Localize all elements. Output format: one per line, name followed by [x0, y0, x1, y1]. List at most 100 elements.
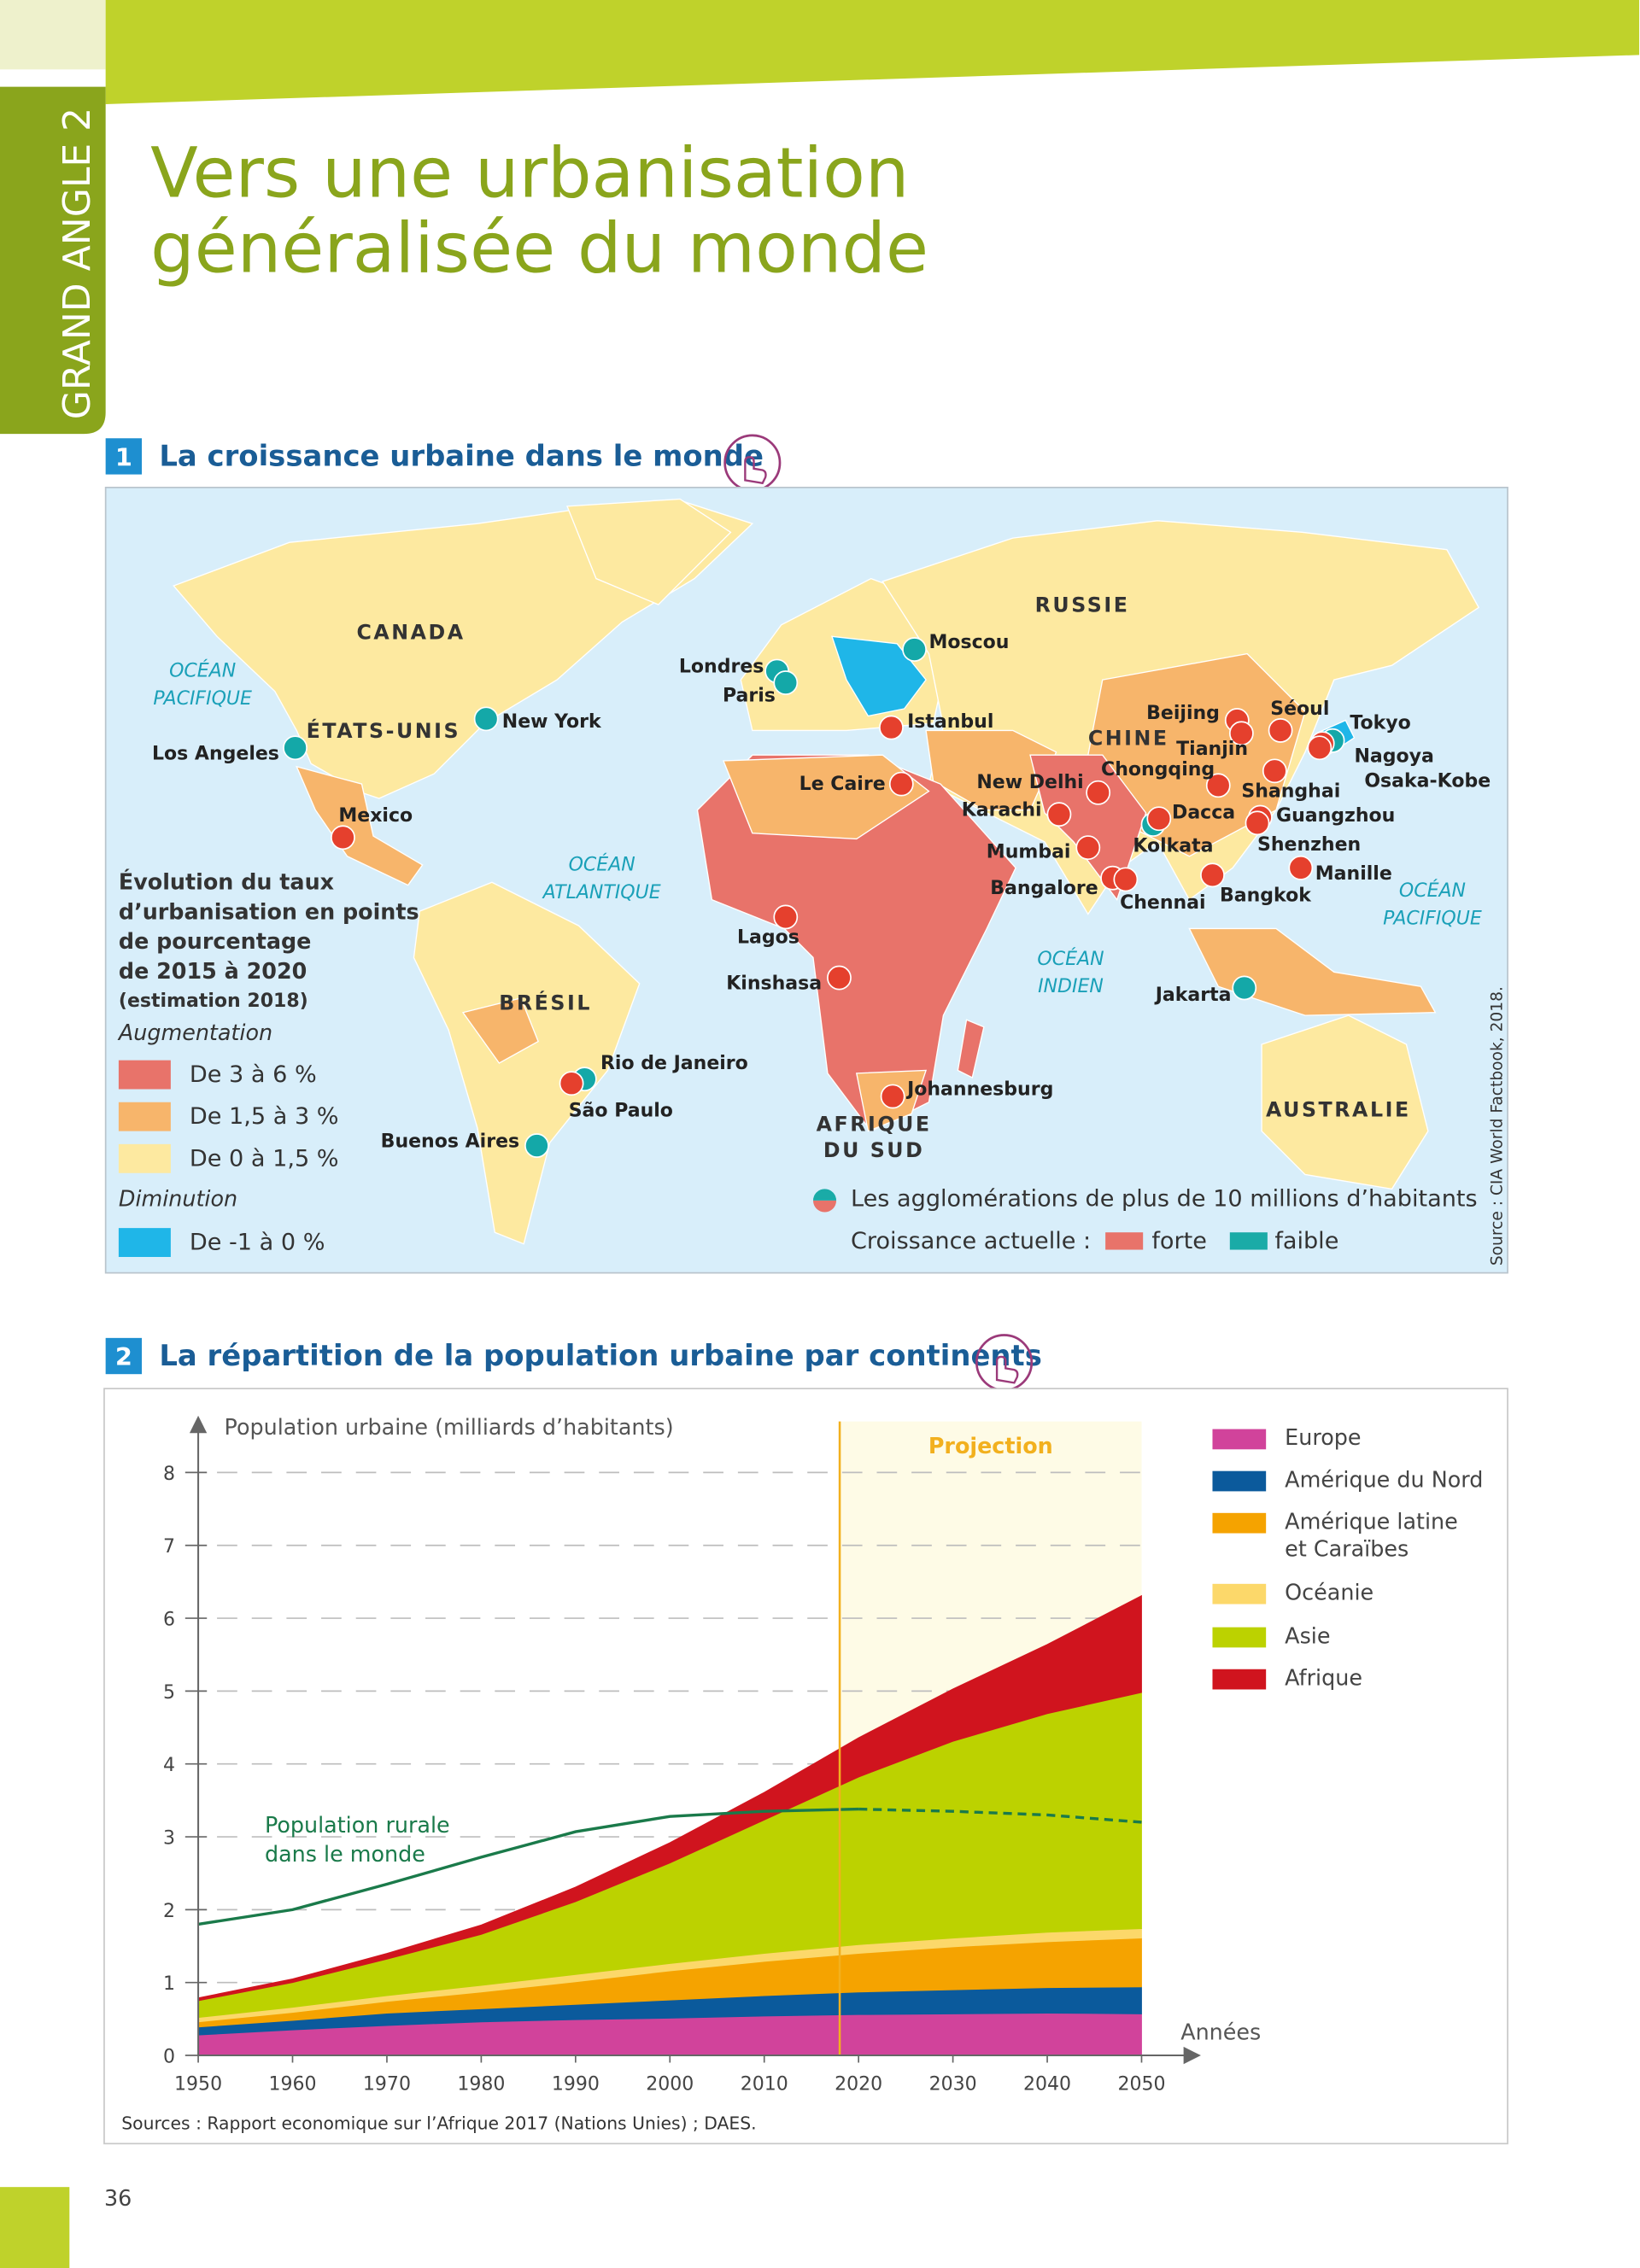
legend-swatch [1229, 1232, 1268, 1250]
land-shape [413, 881, 641, 1245]
region-label: ÉTATS-UNIS [307, 719, 460, 743]
city-marker [559, 1071, 584, 1096]
legend-title: Évolution du taux [119, 869, 334, 895]
legend-swatch [118, 1228, 171, 1257]
legend-label: De 0 à 1,5 % [190, 1145, 339, 1172]
page-number: 36 [104, 2185, 132, 2211]
ocean-label: PACIFIQUE [153, 688, 252, 710]
x-tick-label: 1980 [457, 2074, 505, 2096]
city-label: New York [502, 711, 602, 733]
city-label: Séoul [1270, 699, 1329, 720]
legend-label: Asie [1285, 1622, 1331, 1650]
legend-item: Amérique du Nord [1212, 1467, 1487, 1494]
city-label: Paris [723, 686, 776, 707]
legend-title: de 2015 à 2020 [119, 958, 307, 984]
legend-item: Océanie [1212, 1580, 1487, 1607]
ocean-label: OCÉAN [169, 660, 236, 682]
legend-item: Asie [1212, 1623, 1487, 1651]
land-shape [831, 635, 927, 717]
city-label: Johannesburg [905, 1078, 1053, 1100]
page-title: Vers une urbanisation [150, 133, 909, 213]
section-number: 1 [115, 442, 132, 471]
city-marker [1268, 718, 1293, 743]
city-label: New Delhi [976, 772, 1083, 793]
city-label: Rio de Janeiro [600, 1053, 748, 1074]
legend-item: Europe [1212, 1424, 1487, 1452]
legend-label: Europe [1285, 1424, 1362, 1451]
legend-label: forte [1151, 1228, 1207, 1254]
legend-label: De -1 à 0 % [190, 1230, 325, 1256]
legend-heading: Augmentation [117, 1020, 272, 1045]
city-label: Tokyo [1350, 713, 1410, 734]
city-marker [879, 715, 904, 740]
ocean-label: OCÉAN [1037, 948, 1104, 970]
legend-city-icon [812, 1200, 837, 1213]
legend-label: faible [1274, 1228, 1338, 1254]
city-marker [331, 825, 355, 850]
x-axis-arrow [1183, 2046, 1201, 2065]
ocean-label: PACIFIQUE [1383, 908, 1482, 929]
section-title: La répartition de la population urbaine … [159, 1339, 1042, 1372]
side-tab-text: GRAND ANGLE 2 [56, 108, 99, 419]
legend-label: Amérique du Nord [1285, 1466, 1484, 1493]
ocean-label: OCÉAN [1399, 880, 1466, 902]
city-label: Kinshasa [726, 973, 822, 995]
city-label: Beijing [1146, 703, 1220, 724]
x-tick-label: 1990 [552, 2074, 600, 2096]
legend-item: Afrique [1212, 1665, 1487, 1692]
legend-label: Les agglomérations de plus de 10 million… [851, 1186, 1478, 1213]
legend-label: Afrique [1285, 1664, 1362, 1692]
region-label: CHINE [1088, 726, 1169, 750]
section-number-box [105, 1337, 143, 1375]
region-label: BRÉSIL [499, 991, 592, 1014]
legend-swatch [1212, 1429, 1267, 1450]
y-axis-arrow [189, 1415, 208, 1434]
corner-block [0, 2187, 70, 2268]
y-tick-label: 3 [163, 1828, 175, 1850]
city-label: Buenos Aires [381, 1131, 519, 1152]
city-label: Guangzhou [1276, 805, 1395, 827]
land-layer: CANADA ÉTATS-UNIS RUSSIE CHINE BRÉSIL AFRIQUE… [117, 498, 1506, 1266]
city-label: Moscou [928, 632, 1009, 653]
city-marker [473, 706, 499, 732]
region-label: RUSSIE [1035, 593, 1130, 617]
x-axis-label: Années [1180, 2019, 1261, 2044]
map-source: Source : CIA World Factbook, 2018. [1488, 986, 1506, 1266]
city-marker [524, 1133, 549, 1158]
land-shape [722, 754, 930, 840]
city-label: Mumbai [987, 841, 1071, 862]
legend-swatch [1212, 1512, 1267, 1534]
y-axis-label: Population urbaine (milliards d’habitant… [225, 1414, 674, 1440]
legend-city-icon [812, 1189, 837, 1201]
city-marker [827, 965, 852, 991]
legend-label: Croissance actuelle : [851, 1228, 1091, 1254]
region-label: DU SUD [823, 1138, 924, 1162]
city-label: Lagos [737, 926, 800, 948]
section-number: 2 [115, 1342, 132, 1371]
city-label: Londres [679, 657, 764, 678]
legend-swatch [1105, 1232, 1144, 1250]
area [197, 1594, 1142, 2002]
city-marker [1146, 806, 1172, 832]
city-label: Chennai [1120, 892, 1206, 914]
x-tick-label: 2020 [835, 2074, 882, 2096]
city-label: Dacca [1172, 803, 1235, 824]
legend-swatch [1212, 1583, 1267, 1605]
legend-heading: Diminution [119, 1186, 237, 1212]
region-label: AUSTRALIE [1266, 1098, 1411, 1122]
land-shape [566, 498, 732, 605]
legend-label: De 3 à 6 % [190, 1061, 317, 1088]
rural-label: Population rurale [265, 1812, 450, 1838]
land-shape [1029, 754, 1147, 902]
city-marker [773, 670, 799, 695]
city-label: Shanghai [1241, 780, 1340, 802]
city-marker [1245, 810, 1270, 836]
legend-title: de pourcentage [119, 928, 311, 954]
city-marker [1086, 780, 1111, 805]
x-tick-label: 2040 [1023, 2074, 1071, 2096]
corner-block [0, 0, 106, 70]
x-tick-label: 1970 [363, 2074, 411, 2096]
city-label: Manille [1315, 863, 1392, 885]
legend-swatch [1212, 1669, 1267, 1690]
city-marker [1228, 721, 1254, 746]
